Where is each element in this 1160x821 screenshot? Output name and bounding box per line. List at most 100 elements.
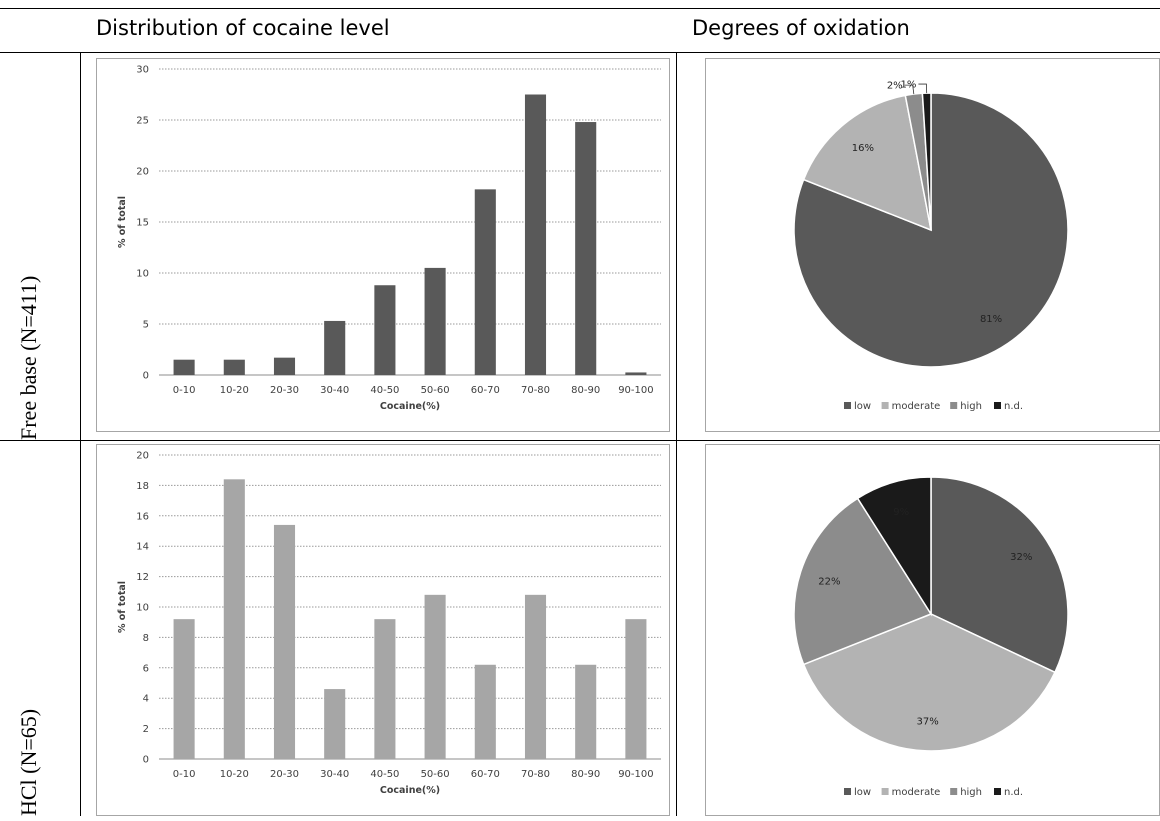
legend-label: high [960,787,982,798]
y-tick-label: 10 [136,603,149,614]
pie-slice-nd [856,476,932,617]
legend-swatch [950,788,958,795]
legend-swatch [844,402,851,409]
x-tick-label: 80-90 [571,385,600,396]
bar-0-10 [173,359,195,375]
legend-swatch [881,788,889,795]
bar-40-50 [374,285,396,375]
y-tick-label: 6 [143,663,149,674]
bar-60-70 [474,189,496,375]
y-tick-label: 16 [136,511,149,522]
y-tick-label: 12 [136,572,149,583]
legend-label: moderate [892,787,941,798]
pie-slice-moderate [802,94,932,232]
bar-0-10 [173,619,195,759]
bar-30-40 [324,689,346,759]
legend-swatch [844,788,851,795]
y-tick-label: 2 [143,724,149,735]
bar-50-60 [424,594,446,759]
x-tick-label: 50-60 [421,769,450,780]
bar-20-30 [273,357,296,375]
y-tick-label: 0 [143,371,149,382]
x-tick-label: 70-80 [521,769,550,780]
y-tick-label: 4 [143,694,149,705]
legend-swatch [994,788,1001,795]
y-tick-label: 0 [143,755,149,766]
y-tick-label: 15 [136,218,149,229]
legend-swatch [950,402,958,409]
legend-swatch [881,402,889,409]
x-tick-label: 10-20 [220,385,249,396]
pie-chart-hcl: 32% 37% 22% 9% low moderate high n.d. [793,476,1069,798]
x-tick-label: 60-70 [471,385,500,396]
pie-chart-panel-free-base: 81% 16% 2% 1% low moderate high n.d. [705,58,1160,432]
pie-value-label: 16% [852,143,874,154]
y-tick-label: 14 [136,542,149,553]
row-label-hcl: HCl (N=65) [16,708,41,816]
x-tick-label: 50-60 [421,385,450,396]
pie-value-label: 22% [818,576,840,587]
table-top-rule [0,8,1160,9]
table-header-rule [0,52,1160,53]
pie-slice-moderate [802,613,1056,752]
y-tick-label: 30 [136,65,149,76]
legend-label: low [854,787,871,798]
x-tick-label: 20-30 [270,385,299,396]
bar-90-100 [625,372,647,375]
pie-value-label: 32% [1010,552,1032,563]
table-left-rule [80,52,81,816]
x-tick-label: 70-80 [521,385,550,396]
bar-chart-free-base: 0 5 10 15 20 25 30 0-10 10-20 20-30 30-40 40-50 50-6… [117,65,661,412]
bar-chart-panel-free-base: 0 5 10 15 20 25 30 0-10 10-20 20-30 30-40 40-50 50-6… [96,58,670,432]
bar-60-70 [474,664,496,759]
x-tick-label: 0-10 [173,385,196,396]
legend-label: moderate [892,401,941,412]
y-tick-label: 8 [143,633,149,644]
bar-80-90 [575,664,597,759]
x-tick-label: 30-40 [320,385,349,396]
y-tick-label: 18 [136,481,149,492]
bar-20-30 [273,524,296,759]
pie-value-label: 1% [901,80,917,91]
x-tick-label: 90-100 [618,385,653,396]
pie-value-label: 37% [917,716,939,727]
x-tick-label: 0-10 [173,769,196,780]
pie-slice-low [930,476,1069,674]
bar-30-40 [324,320,346,375]
x-tick-label: 10-20 [220,769,249,780]
y-tick-label: 20 [136,451,149,462]
bar-90-100 [625,619,647,759]
pie-chart-free-base: 81% 16% 2%1% low moderate high n.d. [793,80,1069,412]
bar-80-90 [575,122,597,375]
column-header-distribution: Distribution of cocaine level [96,16,390,40]
legend-label: low [854,401,871,412]
x-tick-label: 40-50 [370,385,399,396]
x-tick-label: 30-40 [320,769,349,780]
x-axis-title: Cocaine(%) [380,401,440,412]
pie-leader-line [904,84,915,95]
y-tick-label: 25 [136,116,149,127]
y-axis-title: % of total [117,581,128,633]
row-label-free-base: Free base (N=411) [16,275,41,440]
column-header-oxidation: Degrees of oxidation [692,16,910,40]
pie-chart-panel-hcl: 32% 37% 22% 9% low moderate high n.d. [705,444,1160,816]
legend-label: n.d. [1004,787,1023,798]
bar-50-60 [424,267,446,375]
x-tick-label: 90-100 [618,769,653,780]
bar-70-80 [524,594,547,759]
x-axis-title: Cocaine(%) [380,785,440,796]
pie-leader-line [918,83,928,94]
pie-value-label: 81% [980,314,1002,325]
pie-value-label: 2% [887,81,903,92]
bar-chart-panel-hcl: 0 2 4 6 8 10 12 14 16 18 20 0-10 10-20 20-30 30-40 40-5… [96,444,670,816]
x-tick-label: 80-90 [571,769,600,780]
legend-label: high [960,401,982,412]
pie-slice-high [793,497,933,666]
y-tick-label: 5 [143,320,149,331]
y-tick-label: 10 [136,269,149,280]
bar-70-80 [524,94,547,375]
bar-chart-hcl: 0 2 4 6 8 10 12 14 16 18 20 0-10 10-20 20-30 30-40 40-5… [117,451,661,796]
x-tick-label: 60-70 [471,769,500,780]
legend-label: n.d. [1004,401,1023,412]
table-row-rule [0,440,1160,441]
